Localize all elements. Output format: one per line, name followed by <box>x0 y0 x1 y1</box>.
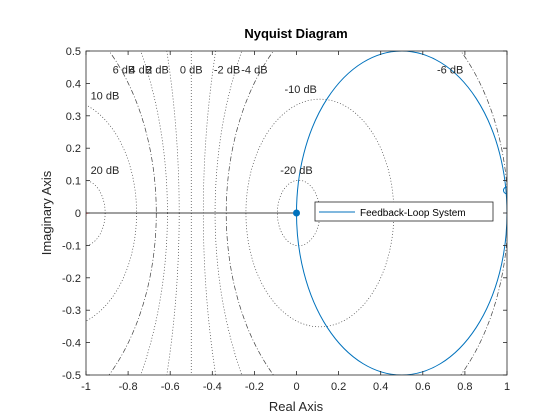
y-tick-label: 0.1 <box>66 176 81 188</box>
x-tick-label: -0.4 <box>203 381 222 393</box>
m-circle-labels: 6 dB4 dB2 dB 0 dB -2 dB -4 dB -6 dB -10 dB 10 … <box>91 65 464 177</box>
x-tick-label: 0.8 <box>457 381 472 393</box>
nyquist-start-marker <box>503 186 507 195</box>
y-tick-label: -0.2 <box>62 273 81 285</box>
x-tick-label: 0.2 <box>331 381 346 393</box>
x-tick-label: 0.4 <box>373 381 388 393</box>
m-circle-db-label: -6 dB <box>437 65 463 77</box>
x-tick-label: -0.8 <box>119 381 138 393</box>
y-tick-label: -0.3 <box>62 305 81 317</box>
m-circle-db-label: 4 dB <box>129 65 152 77</box>
y-tick-label: -0.1 <box>62 240 81 252</box>
legend-box <box>314 201 494 222</box>
y-tick-label: 0 <box>75 208 81 220</box>
m-circle-db-label: 0 dB <box>180 65 203 77</box>
m-circle-db-label: 6 dB <box>113 65 136 77</box>
m-circle-db-label: -4 dB <box>241 65 267 77</box>
chart-title: Nyquist Diagram <box>244 26 347 41</box>
m-circle-db-label: -10 dB <box>284 84 316 96</box>
y-axis-label: Imaginary Axis <box>39 170 54 255</box>
legend[interactable]: Feedback-Loop System <box>314 201 494 222</box>
x-tick-label: -0.2 <box>245 381 264 393</box>
y-tick-label: 0.5 <box>66 46 81 58</box>
m-circle-db-label: -20 dB <box>280 165 312 177</box>
y-tick-label: -0.4 <box>62 338 81 350</box>
x-axis-label: Real Axis <box>269 399 324 414</box>
y-tick-label: 0.4 <box>66 78 81 90</box>
nyquist-origin-marker <box>293 209 300 217</box>
x-tick-label: -1 <box>81 381 91 393</box>
m-circle-db-label: -2 dB <box>214 65 240 77</box>
y-axis-ticks: -0.5 -0.4 -0.3 -0.2 -0.1 0 0.1 0.2 0.3 0.4 0.5 <box>62 46 507 382</box>
y-tick-label: 0.2 <box>66 143 81 155</box>
legend-series-label: Feedback-Loop System <box>360 208 466 219</box>
m-circle-db-label: 10 dB <box>91 91 120 103</box>
x-axis-ticks: -1 -0.8 -0.6 -0.4 -0.2 0 0.2 0.4 0.6 0.8 1 <box>81 51 510 393</box>
y-tick-label: -0.5 <box>62 370 81 382</box>
x-tick-label: 1 <box>504 381 510 393</box>
series-layer: + <box>83 51 507 375</box>
x-tick-label: 0.6 <box>415 381 430 393</box>
y-tick-label: 0.3 <box>66 111 81 123</box>
x-tick-label: 0 <box>293 381 299 393</box>
m-circle-db-label: 20 dB <box>91 165 120 177</box>
x-tick-label: -0.6 <box>161 381 180 393</box>
m-circle-db-label: 2 dB <box>146 65 169 77</box>
critical-point-marker: + <box>83 209 89 220</box>
